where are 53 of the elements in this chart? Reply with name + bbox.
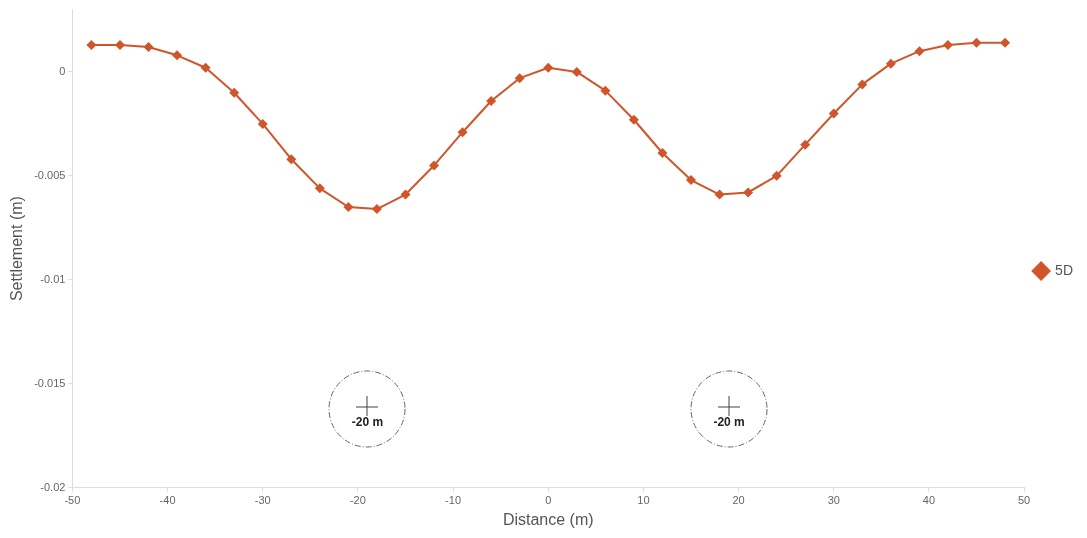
point xyxy=(200,62,211,73)
x-tick-label: -50 xyxy=(64,494,81,507)
point xyxy=(457,127,468,138)
point xyxy=(143,42,154,53)
point xyxy=(857,79,868,90)
point xyxy=(286,154,297,165)
point xyxy=(828,108,839,119)
point xyxy=(885,58,896,69)
point xyxy=(600,85,611,96)
point xyxy=(429,160,440,171)
legend-label: 5D xyxy=(1055,261,1074,278)
y-tick-label: -0.01 xyxy=(40,272,66,285)
y-tick-label: -0.02 xyxy=(40,480,66,493)
point xyxy=(714,189,725,200)
x-tick-label: -30 xyxy=(254,494,271,507)
x-tick-label: -40 xyxy=(159,494,176,507)
point xyxy=(257,118,268,129)
x-tick-label: 0 xyxy=(545,494,552,507)
point xyxy=(314,183,325,194)
x-tick-label: 30 xyxy=(827,494,840,507)
point xyxy=(771,170,782,181)
point xyxy=(571,66,582,77)
x-axis-title: Distance (m) xyxy=(502,510,594,528)
point xyxy=(229,87,240,98)
annotation: -20 m xyxy=(713,415,745,430)
point xyxy=(628,114,639,125)
x-tick-label: 50 xyxy=(1017,494,1031,507)
point xyxy=(486,96,497,107)
point xyxy=(942,39,953,50)
point xyxy=(514,73,525,84)
point xyxy=(371,204,382,215)
point xyxy=(172,50,183,61)
x-tick-label: 20 xyxy=(732,494,745,507)
point xyxy=(86,39,97,50)
point xyxy=(543,62,554,73)
x-tick-label: -10 xyxy=(445,494,462,507)
point xyxy=(400,189,411,200)
point xyxy=(657,148,668,158)
point xyxy=(1000,37,1011,48)
y-tick-label: -0.015 xyxy=(34,376,66,389)
x-tick-label: 10 xyxy=(637,494,650,507)
point xyxy=(800,139,811,150)
point xyxy=(971,37,982,48)
x-tick-label: -20 xyxy=(349,494,366,507)
y-tick-label: 0 xyxy=(59,64,66,77)
point xyxy=(686,175,696,186)
y-tick-label: -0.005 xyxy=(34,168,66,181)
point xyxy=(743,187,754,198)
point xyxy=(343,202,354,213)
x-tick-label: 40 xyxy=(922,494,936,507)
point xyxy=(914,46,925,57)
y-axis-title: Settlement (m) xyxy=(8,196,26,302)
annotation: -20 m xyxy=(351,415,384,430)
